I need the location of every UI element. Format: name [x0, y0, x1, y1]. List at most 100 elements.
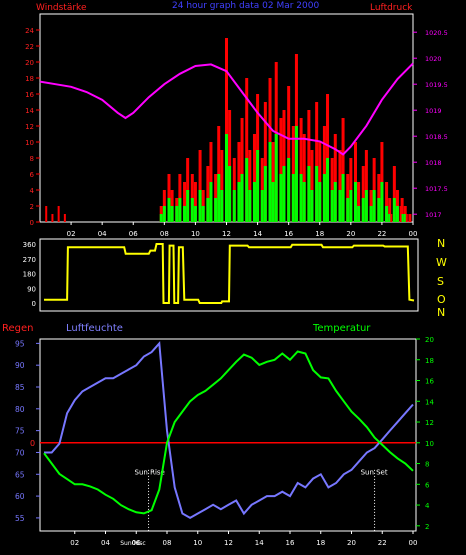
luftfeuchte-label: Luftfeuchte — [66, 323, 123, 334]
pressure-ytick-label: 1018 — [425, 159, 442, 167]
wind-average-bar — [400, 214, 404, 222]
wind-gust-bar — [183, 182, 187, 222]
direction-ytick-label: 90 — [27, 285, 36, 293]
panel1-xtick-label: 20 — [346, 230, 355, 238]
windstaerke-label: Windstärke — [36, 3, 87, 13]
wind-average-bar — [167, 198, 171, 222]
wind-gust-bar — [279, 118, 283, 222]
wind-average-bar — [206, 198, 210, 222]
wind-average-bar — [369, 206, 373, 222]
wind-gust-bar — [206, 166, 210, 222]
wind-average-bar — [271, 182, 275, 222]
wind-average-bar — [299, 174, 303, 222]
wind-gust-bar — [361, 166, 365, 222]
panel3-xtick-label: 12 — [224, 539, 233, 547]
panel1-xtick-label: 22 — [377, 230, 386, 238]
wind-average-bar — [274, 134, 278, 222]
wind-ytick-label: 14 — [25, 107, 34, 115]
sun-annotation: Sun06sc — [120, 540, 145, 547]
wind-average-bar — [353, 182, 357, 222]
temperature-ytick-label: 6 — [425, 481, 430, 489]
wind-gust-bar — [252, 134, 256, 222]
wind-ytick-label: 18 — [25, 75, 34, 83]
wind-average-bar — [333, 182, 337, 222]
humidity-ytick-label: 80 — [15, 405, 25, 414]
panel1-xtick-label: 16 — [284, 230, 293, 238]
wind-ytick-label: 10 — [25, 139, 34, 147]
wind-average-bar — [403, 214, 407, 222]
wind-pressure-panel: 02468101214161820222410171017.510181018.… — [25, 13, 448, 238]
wind-gust-bar — [388, 198, 392, 222]
pressure-ytick-label: 1018.5 — [425, 133, 448, 141]
direction-ytick-label: 180 — [23, 271, 36, 279]
wind-average-bar — [183, 206, 187, 222]
wind-average-bar — [346, 198, 350, 222]
wind-average-bar — [237, 182, 241, 222]
wind-average-bar — [377, 198, 381, 222]
panel1-xtick-label: 10 — [191, 230, 200, 238]
wind-average-bar — [260, 190, 264, 222]
panel1-xtick-label: 14 — [253, 230, 262, 238]
wind-average-bar — [228, 166, 232, 222]
wind-average-bar — [186, 190, 190, 222]
humidity-line — [44, 340, 414, 520]
panel1-xtick-label: 00 — [409, 230, 418, 238]
wind-gust-bar — [310, 150, 314, 222]
panel1-xtick-label: 08 — [160, 230, 169, 238]
direction-ytick-label: 270 — [23, 256, 36, 264]
wind-average-bar — [310, 190, 314, 222]
wind-gust-bar — [193, 182, 197, 222]
wind-direction-line — [44, 243, 415, 304]
wind-gust-bar — [57, 206, 60, 222]
wind-average-bar — [248, 190, 252, 222]
wind-gust-bar — [225, 38, 228, 222]
sun-annotation: Sun Set — [361, 468, 388, 476]
wind-average-bar — [315, 166, 319, 222]
wind-average-bar — [357, 206, 361, 222]
panel3-xtick-label: 06 — [132, 539, 141, 547]
temperature-line — [43, 350, 414, 515]
temperature-ytick-label: 18 — [425, 357, 434, 365]
wind-average-bar — [318, 182, 322, 222]
humidity-ytick-label: 65 — [15, 470, 25, 479]
wind-average-bar — [245, 158, 249, 222]
wind-gust-bar — [357, 182, 361, 222]
humidity-ytick-label: 55 — [15, 514, 25, 523]
wind-average-bar — [279, 174, 283, 222]
wind-ytick-label: 2 — [30, 203, 34, 211]
wind-average-bar — [209, 182, 213, 222]
wind-gust-bar — [63, 214, 66, 222]
humidity-ytick-label: 95 — [15, 339, 25, 348]
wind-average-bar — [198, 190, 202, 222]
wind-average-bar — [364, 190, 368, 222]
wind-average-bar — [159, 214, 163, 222]
direction-label-s: S — [437, 275, 444, 288]
direction-label-o: O — [437, 293, 446, 306]
wind-gust-bar — [364, 150, 368, 222]
wind-gust-bar — [198, 150, 202, 222]
wind-average-bar — [201, 206, 205, 222]
panel3-xtick-label: 08 — [163, 539, 172, 547]
wind-average-bar — [162, 206, 166, 222]
wind-average-bar — [388, 214, 392, 222]
panel3-xtick-label: 10 — [193, 539, 202, 547]
direction-label-n-bottom: N — [437, 306, 445, 319]
wind-average-bar — [170, 206, 174, 222]
wind-average-bar — [338, 190, 342, 222]
panel3-xtick-label: 04 — [101, 539, 110, 547]
temperature-ytick-label: 14 — [425, 398, 434, 406]
pressure-ytick-label: 1020.5 — [425, 29, 448, 37]
wind-gust-bar — [399, 206, 402, 222]
pressure-ytick-label: 1019.5 — [425, 81, 448, 89]
panel3-xtick-label: 02 — [70, 539, 79, 547]
pressure-ytick-label: 1017 — [425, 211, 442, 219]
panel3-xtick-label: 14 — [255, 539, 264, 547]
rain-value-label: 0 — [30, 439, 35, 448]
pressure-ytick-label: 1020 — [425, 55, 442, 63]
wind-gust-bar — [240, 118, 244, 222]
panel3-xtick-label: 20 — [347, 539, 356, 547]
panel3-frame — [39, 338, 417, 532]
wind-gust-bar — [263, 102, 267, 222]
wind-gust-bar — [302, 134, 306, 222]
temperature-ytick-label: 20 — [425, 336, 434, 344]
